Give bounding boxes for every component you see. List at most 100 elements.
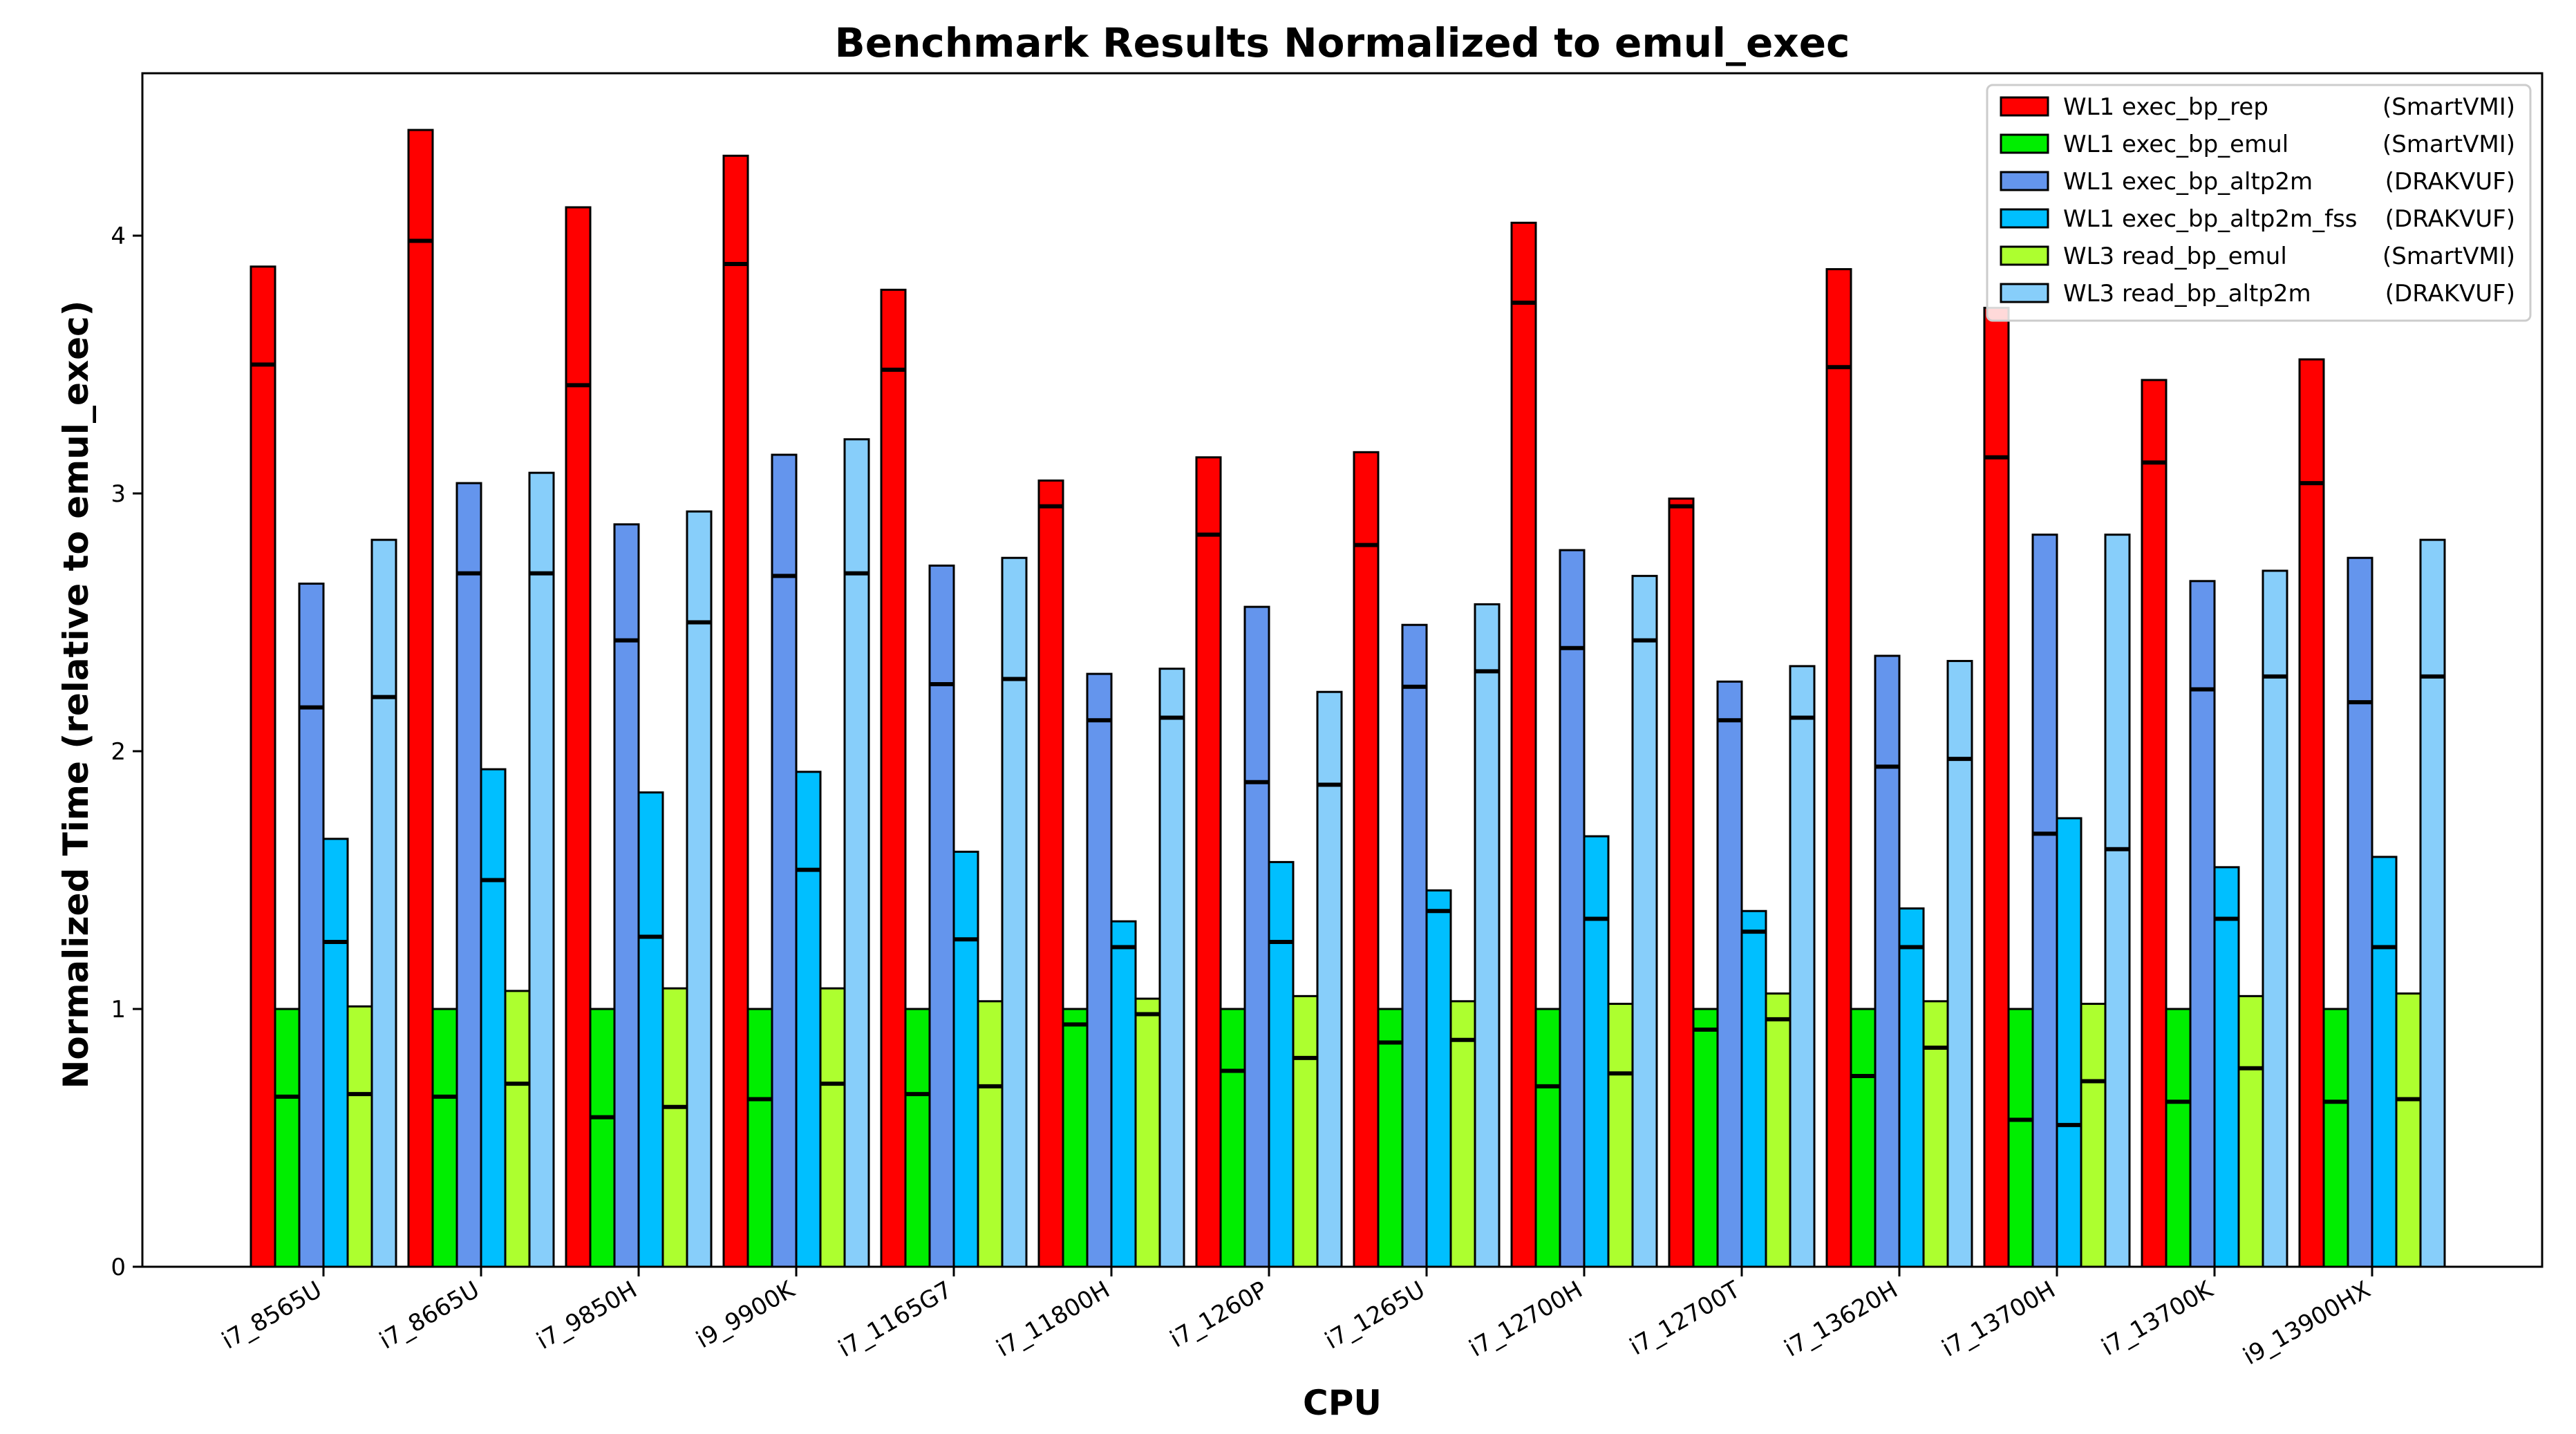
bar-wl3-read-bp-emul-i7_9850h bbox=[661, 987, 688, 1268]
bar-wl3-read-bp-emul-i7_8665u bbox=[504, 990, 531, 1268]
bar-wl1-exec-bp-rep-i9_9900k bbox=[722, 154, 749, 1268]
bar-wl1-exec-bp-emul-i7_11800h bbox=[1062, 1008, 1089, 1268]
x-tick-label: i9_13900HX bbox=[2239, 1276, 2376, 1370]
legend-entry-tool: (DRAKVUF) bbox=[2385, 280, 2515, 308]
bar-wl1-exec-bp-altp2m-fss-i7_12700h bbox=[1583, 835, 1610, 1268]
bar-wl1-exec-bp-altp2m-fss-i7_1260p bbox=[1268, 860, 1295, 1268]
bar-wl3-read-bp-altp2m-i7_1265u bbox=[1474, 603, 1501, 1268]
bar-wl1-exec-bp-altp2m-fss-i9_13900hx bbox=[2371, 856, 2398, 1268]
bar-wl3-read-bp-altp2m-i7_12700t bbox=[1789, 665, 1816, 1268]
y-tick-label: 4 bbox=[111, 223, 126, 250]
bar-wl3-read-bp-emul-i7_13620h bbox=[1922, 1000, 1949, 1268]
y-tick-label: 1 bbox=[111, 996, 126, 1023]
bar-wl3-read-bp-altp2m-i7_1260p bbox=[1316, 690, 1343, 1268]
y-axis: 0 1 2 3 4 bbox=[111, 223, 142, 1281]
bar-wl1-exec-bp-emul-i7_12700t bbox=[1692, 1008, 1719, 1268]
bar-wl1-exec-bp-rep-i7_9850h bbox=[565, 206, 592, 1268]
bar-wl1-exec-bp-altp2m-i7_13700k bbox=[2189, 580, 2216, 1268]
bar-wl1-exec-bp-emul-i9_13900hx bbox=[2322, 1008, 2349, 1268]
bar-wl3-read-bp-emul-i7_1260p bbox=[1292, 994, 1319, 1268]
bar-wl1-exec-bp-altp2m-i7_1260p bbox=[1243, 605, 1270, 1268]
legend-entry-tool: (SmartVMI) bbox=[2382, 93, 2515, 121]
bar-wl1-exec-bp-altp2m-i7_8665u bbox=[455, 482, 482, 1268]
markers-layer bbox=[251, 238, 2445, 1127]
bar-wl3-read-bp-emul-i7_12700h bbox=[1607, 1003, 1634, 1268]
bar-wl1-exec-bp-emul-i7_1165g7 bbox=[904, 1008, 931, 1268]
legend-swatch bbox=[2000, 283, 2049, 303]
x-tick-label: i7_12700T bbox=[1625, 1276, 1745, 1361]
bar-wl1-exec-bp-altp2m-fss-i7_12700t bbox=[1740, 909, 1767, 1268]
x-tick-label: i7_1265U bbox=[1320, 1276, 1429, 1355]
bar-wl1-exec-bp-rep-i7_13700h bbox=[1983, 306, 2010, 1268]
bar-wl3-read-bp-altp2m-i7_9850h bbox=[686, 510, 713, 1268]
x-tick-label: i7_13700K bbox=[2097, 1275, 2219, 1361]
bar-wl1-exec-bp-emul-i7_1265u bbox=[1377, 1008, 1404, 1268]
legend-entry-tool: (SmartVMI) bbox=[2382, 131, 2515, 158]
bar-wl1-exec-bp-altp2m-i7_1265u bbox=[1401, 623, 1428, 1268]
bar-wl1-exec-bp-altp2m-i7_8565u bbox=[298, 583, 325, 1268]
chart-title: Benchmark Results Normalized to emul_exe… bbox=[835, 19, 1850, 66]
bar-wl3-read-bp-emul-i7_1165g7 bbox=[977, 1000, 1004, 1268]
x-tick-label: i7_13620H bbox=[1780, 1276, 1902, 1363]
bars-layer bbox=[250, 129, 2446, 1268]
bar-wl1-exec-bp-emul-i7_8665u bbox=[431, 1008, 458, 1268]
legend-entry-tool: (DRAKVUF) bbox=[2385, 205, 2515, 233]
legend-swatch bbox=[2000, 133, 2049, 154]
legend-swatch bbox=[2000, 245, 2049, 266]
bar-wl3-read-bp-emul-i7_12700t bbox=[1765, 992, 1792, 1268]
x-axis-label: CPU bbox=[1303, 1383, 1382, 1423]
bar-wl1-exec-bp-altp2m-i7_1165g7 bbox=[928, 564, 955, 1268]
legend-entry-tool: (SmartVMI) bbox=[2382, 243, 2515, 270]
bar-wl1-exec-bp-altp2m-fss-i7_13620h bbox=[1898, 907, 1925, 1268]
legend-swatch bbox=[2000, 96, 2049, 117]
bar-wl3-read-bp-emul-i7_11800h bbox=[1134, 997, 1161, 1268]
bar-wl3-read-bp-altp2m-i7_8665u bbox=[528, 471, 555, 1268]
bar-wl1-exec-bp-rep-i7_11800h bbox=[1037, 479, 1064, 1268]
bar-wl1-exec-bp-altp2m-fss-i7_11800h bbox=[1110, 920, 1137, 1268]
x-axis: i7_8565U i7_8665U i7_9850H i9_9900K i7_1165G… bbox=[217, 1267, 2376, 1370]
bar-wl3-read-bp-emul-i9_13900hx bbox=[2395, 992, 2422, 1268]
bar-wl1-exec-bp-altp2m-i9_13900hx bbox=[2347, 556, 2373, 1268]
x-tick-label: i7_8565U bbox=[217, 1276, 326, 1355]
bar-wl1-exec-bp-rep-i7_8665u bbox=[407, 129, 434, 1268]
bar-wl1-exec-bp-emul-i7_1260p bbox=[1219, 1008, 1246, 1268]
x-tick-label: i7_1260P bbox=[1165, 1276, 1272, 1353]
y-tick-label: 2 bbox=[111, 738, 126, 766]
bar-wl1-exec-bp-altp2m-i7_13620h bbox=[1874, 654, 1901, 1268]
bar-wl1-exec-bp-altp2m-fss-i7_1265u bbox=[1425, 889, 1452, 1268]
x-tick-label: i7_13700H bbox=[1937, 1276, 2060, 1363]
bar-wl1-exec-bp-emul-i7_13700h bbox=[2007, 1008, 2034, 1268]
bar-wl1-exec-bp-altp2m-i7_12700t bbox=[1716, 680, 1743, 1268]
bar-wl1-exec-bp-emul-i7_8565u bbox=[274, 1008, 301, 1268]
bar-wl1-exec-bp-rep-i9_13900hx bbox=[2298, 358, 2325, 1268]
x-tick-label: i7_1165G7 bbox=[834, 1276, 957, 1363]
legend: WL1 exec_bp_rep (SmartVMI) WL1 exec_bp_emu… bbox=[1986, 84, 2532, 322]
bar-wl1-exec-bp-emul-i9_9900k bbox=[746, 1008, 773, 1268]
bar-wl1-exec-bp-emul-i7_9850h bbox=[589, 1008, 616, 1268]
legend-entry-name: WL1 exec_bp_altp2m_fss bbox=[2063, 205, 2358, 233]
x-tick-label: i7_11800H bbox=[992, 1276, 1114, 1363]
bar-wl3-read-bp-altp2m-i7_12700h bbox=[1631, 574, 1658, 1268]
x-tick-label: i7_8665U bbox=[375, 1276, 484, 1355]
legend-swatch bbox=[2000, 208, 2049, 229]
legend-swatch bbox=[2000, 171, 2049, 191]
bar-wl1-exec-bp-rep-i7_8565u bbox=[250, 265, 276, 1268]
bar-wl3-read-bp-emul-i7_13700k bbox=[2237, 994, 2264, 1268]
legend-entry-name: WL3 read_bp_emul bbox=[2063, 243, 2287, 270]
bar-wl1-exec-bp-altp2m-fss-i7_8665u bbox=[480, 768, 507, 1268]
x-tick-label: i9_9900K bbox=[692, 1275, 800, 1354]
bar-wl3-read-bp-altp2m-i7_11800h bbox=[1158, 668, 1185, 1268]
y-tick-label: 0 bbox=[111, 1254, 126, 1281]
bar-wl3-read-bp-altp2m-i7_13700k bbox=[2262, 569, 2288, 1268]
bar-wl1-exec-bp-altp2m-fss-i7_13700k bbox=[2213, 866, 2240, 1268]
legend-entry-name: WL1 exec_bp_rep bbox=[2063, 93, 2268, 121]
legend-box bbox=[1986, 84, 2532, 322]
bar-wl1-exec-bp-rep-i7_12700h bbox=[1510, 221, 1537, 1268]
bar-wl3-read-bp-altp2m-i7_13620h bbox=[1946, 659, 1973, 1268]
bar-wl1-exec-bp-rep-i7_13620h bbox=[1825, 267, 1852, 1268]
x-tick-label: i7_9850H bbox=[532, 1276, 642, 1355]
plot-frame bbox=[141, 72, 2544, 1268]
bar-wl3-read-bp-altp2m-i7_1165g7 bbox=[1001, 556, 1028, 1268]
bar-wl1-exec-bp-altp2m-fss-i7_8565u bbox=[322, 838, 349, 1268]
